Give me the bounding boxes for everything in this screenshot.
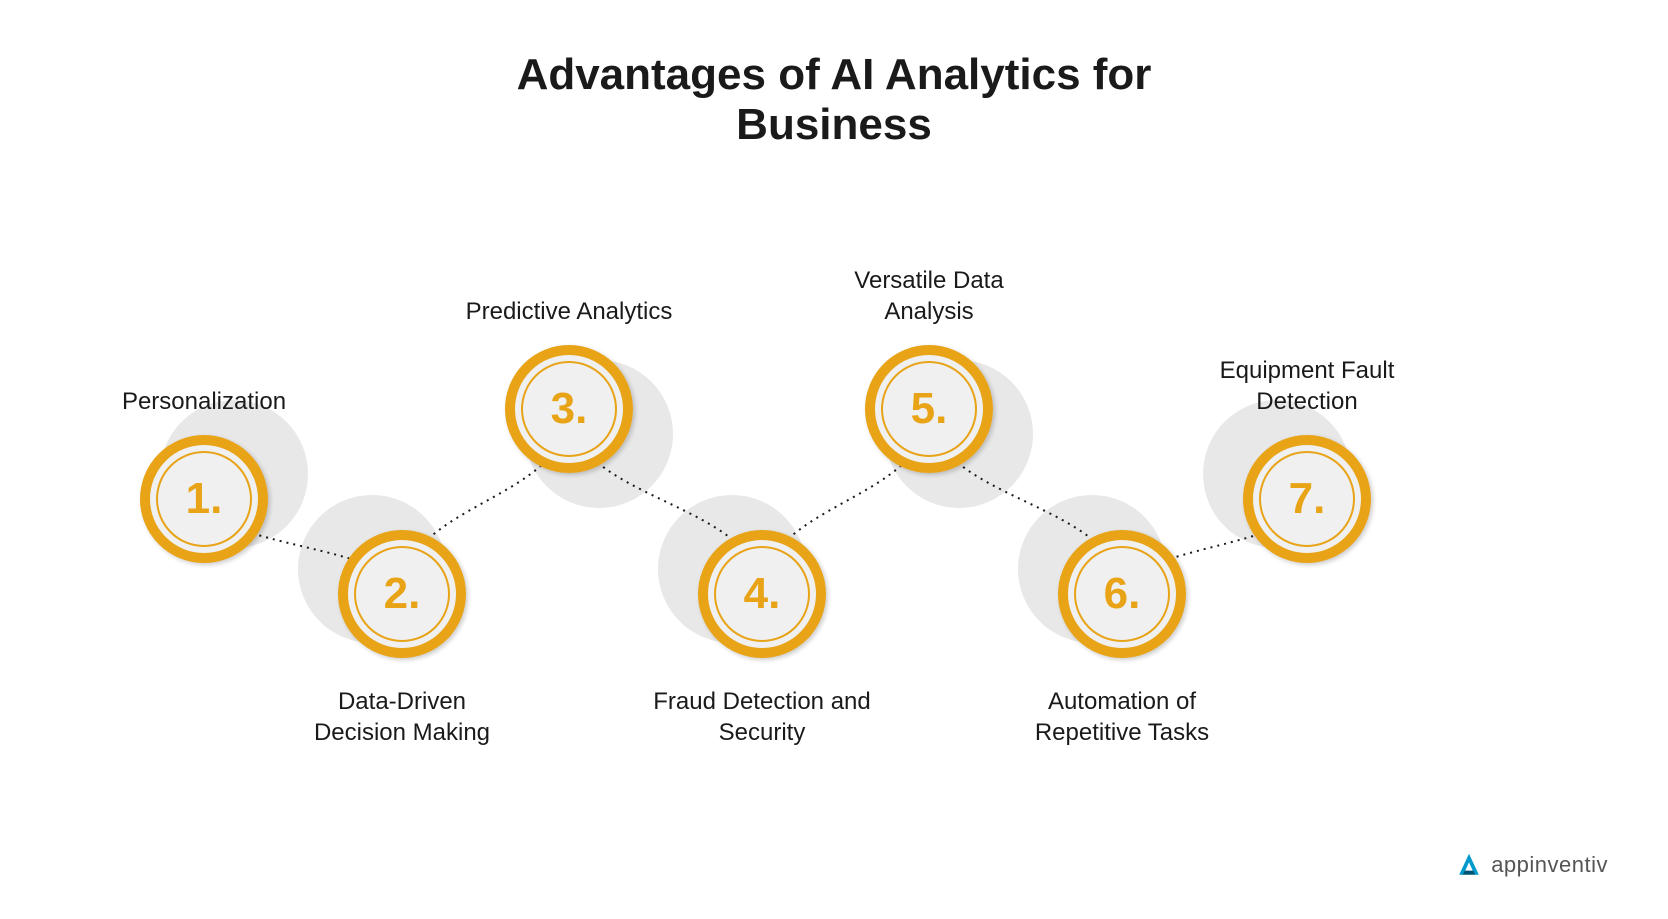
page-title: Advantages of AI Analytics for Business (417, 50, 1251, 150)
node-number: 4. (744, 569, 781, 619)
node-label: Equipment Fault Detection (1197, 355, 1417, 417)
node-number: 1. (186, 474, 223, 524)
flowchart-diagram: 1.Personalization2.Data-Driven Decision … (0, 180, 1668, 740)
node-circle: 1. (140, 435, 268, 563)
node-circle: 7. (1243, 435, 1371, 563)
brand-badge: appinventiv (1455, 851, 1608, 879)
node-number: 3. (551, 384, 588, 434)
node-number: 5. (911, 384, 948, 434)
flowchart-node-5: 5.Versatile Data Analysis (865, 345, 993, 473)
node-label: Data-Driven Decision Making (292, 686, 512, 748)
node-label: Versatile Data Analysis (819, 265, 1039, 327)
node-label: Automation of Repetitive Tasks (1012, 686, 1232, 748)
node-number: 7. (1289, 474, 1326, 524)
brand-logo-icon (1455, 851, 1483, 879)
node-circle: 3. (505, 345, 633, 473)
node-number: 6. (1104, 569, 1141, 619)
node-circle: 2. (338, 530, 466, 658)
brand-name: appinventiv (1491, 852, 1608, 878)
flowchart-node-6: 6.Automation of Repetitive Tasks (1058, 530, 1186, 658)
node-circle: 5. (865, 345, 993, 473)
node-circle: 4. (698, 530, 826, 658)
node-number: 2. (384, 569, 421, 619)
flowchart-node-3: 3.Predictive Analytics (505, 345, 633, 473)
node-label: Fraud Detection and Security (652, 686, 872, 748)
flowchart-node-1: 1.Personalization (140, 435, 268, 563)
flowchart-node-4: 4.Fraud Detection and Security (698, 530, 826, 658)
node-label: Personalization (94, 386, 314, 417)
node-label: Predictive Analytics (459, 296, 679, 327)
flowchart-node-7: 7.Equipment Fault Detection (1243, 435, 1371, 563)
flowchart-node-2: 2.Data-Driven Decision Making (338, 530, 466, 658)
node-circle: 6. (1058, 530, 1186, 658)
